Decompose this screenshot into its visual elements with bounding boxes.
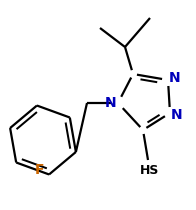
Text: F: F xyxy=(34,163,44,177)
Text: N: N xyxy=(171,108,183,122)
Text: N: N xyxy=(169,71,181,85)
Text: N: N xyxy=(105,96,117,110)
Text: HS: HS xyxy=(140,164,160,176)
